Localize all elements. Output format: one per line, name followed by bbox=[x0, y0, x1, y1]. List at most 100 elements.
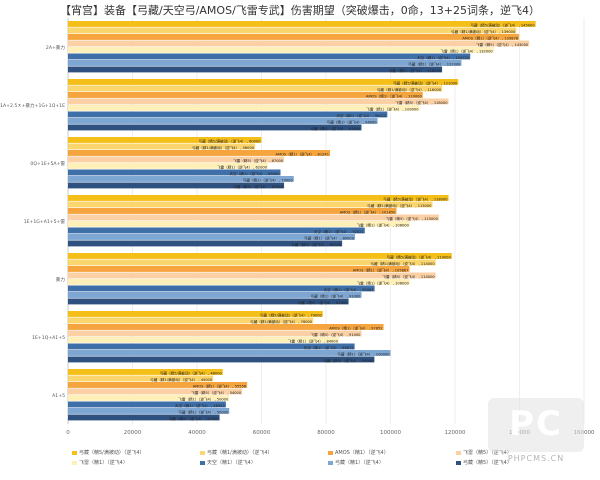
data-label: 弓藏（精5/满被动）（逆飞4） , 121000 bbox=[393, 80, 458, 85]
data-label: 弓藏（精1/满被动）（逆飞4） , 139000 bbox=[451, 29, 516, 34]
data-label: 飞雷（精1）（逆飞4） , 62000 bbox=[217, 164, 268, 169]
bar bbox=[68, 27, 517, 34]
legend-label: 弓藏（精1）（逆飞4） bbox=[335, 460, 384, 466]
bar bbox=[68, 266, 410, 272]
bar bbox=[68, 259, 436, 266]
data-label: 飞雷（精1）（逆飞4） , 84000 bbox=[288, 338, 339, 343]
bar bbox=[68, 163, 268, 169]
data-label: 弓藏（精1）（逆飞4） , 50000 bbox=[178, 409, 229, 414]
data-label: 飞雷（精5）（逆飞4） , 54000 bbox=[191, 390, 242, 395]
bar bbox=[68, 292, 362, 298]
legend-swatch bbox=[456, 460, 461, 465]
bar bbox=[68, 356, 375, 363]
data-label: 弓藏（精5）（逆飞4） , 47000 bbox=[169, 416, 220, 421]
watermark-logo bbox=[488, 398, 584, 452]
x-tick-label: 160000 bbox=[574, 430, 595, 436]
data-label: 弓藏（精1/满被动）（逆飞4） , 114000 bbox=[370, 261, 435, 266]
data-label: 弓藏（精5/满被动）（逆飞4） , 119000 bbox=[387, 254, 452, 259]
bar bbox=[68, 227, 365, 234]
bar bbox=[68, 34, 520, 40]
watermark-text: PHPCMS.CN bbox=[507, 454, 565, 463]
bar bbox=[68, 279, 410, 285]
legend-item: 弓藏（精5/满被动）（逆飞4） bbox=[72, 449, 200, 456]
data-label: AMOS（精1）（逆飞4） , 81241 bbox=[276, 151, 329, 156]
data-label: 弓藏（精1）（逆飞4） , 96000 bbox=[327, 119, 378, 124]
data-label: 弓藏（精1/满被动）（逆飞4） , 116000 bbox=[377, 87, 442, 92]
bar bbox=[68, 350, 391, 356]
data-label: 天空（精1）（逆飞4） , 65900 bbox=[230, 171, 281, 176]
data-label: AMOS（精1）（逆飞4） , 105887 bbox=[353, 267, 409, 272]
category-label: A1+5 bbox=[52, 393, 65, 399]
category-label: 0Q+1E+5A+雷 bbox=[30, 161, 65, 167]
bar bbox=[68, 53, 471, 60]
data-label: 弓藏（精1）（逆飞4） , 91000 bbox=[310, 293, 361, 298]
data-label: 弓藏（精1/满被动）（逆飞4） , 58000 bbox=[192, 145, 255, 150]
data-label: 弓藏（精1/满被动）（逆飞4） , 76000 bbox=[250, 319, 313, 324]
category-label: 1E+1Q+A1+5 bbox=[32, 335, 65, 341]
x-tick-label: 20000 bbox=[124, 430, 142, 436]
bar bbox=[68, 182, 285, 189]
data-label: AMOS（精1）（逆飞4） , 110000 bbox=[366, 93, 422, 98]
data-label: 弓藏（精1/满被动）（逆飞4） , 113000 bbox=[367, 203, 432, 208]
data-label: 飞雷（精5）（逆飞4） , 114000 bbox=[382, 274, 435, 279]
category-label: 暴力 bbox=[56, 276, 66, 283]
data-label: 飞雷（精5）（逆飞4） , 118000 bbox=[395, 100, 448, 105]
data-label: 弓藏（精5）（逆飞4） , 116000 bbox=[389, 68, 442, 73]
legend-label: AMOS（精1）（逆飞4） bbox=[335, 450, 389, 456]
bar bbox=[68, 176, 294, 182]
data-label: AMOS（精1）（逆飞4） , 139878 bbox=[462, 35, 518, 40]
data-label: 弓藏（精5）（逆飞4） , 87000 bbox=[298, 300, 349, 305]
bar bbox=[68, 150, 331, 156]
legend-label: 飞雷（精1）（逆飞4） bbox=[79, 460, 128, 466]
data-label: 飞雷（精5）（逆飞4） , 91000 bbox=[310, 332, 361, 337]
legend-label: 弓藏（精5/满被动）（逆飞4） bbox=[79, 450, 145, 456]
bar bbox=[68, 324, 384, 330]
bar bbox=[68, 382, 248, 388]
data-label: 弓藏（精5）（逆飞4） , 67000 bbox=[233, 184, 284, 189]
bar bbox=[68, 105, 420, 111]
data-label: 弓藏（精5）（逆飞4） , 85000 bbox=[291, 242, 342, 247]
bar bbox=[68, 156, 285, 163]
bar bbox=[68, 85, 443, 92]
data-label: 飞雷（精5）（逆飞4） , 67000 bbox=[233, 158, 284, 163]
legend-item: 飞雷（精1）（逆飞4） bbox=[72, 459, 200, 466]
bar bbox=[68, 137, 262, 143]
x-tick-label: 60000 bbox=[253, 430, 271, 436]
bar bbox=[68, 201, 433, 208]
bar bbox=[68, 330, 362, 337]
bar bbox=[68, 221, 410, 227]
data-label: 弓藏（精1）（逆飞4） , 89000 bbox=[304, 235, 355, 240]
bar bbox=[68, 408, 230, 414]
x-tick-label: 80000 bbox=[317, 430, 335, 436]
category-label: 1E+1G+A1+5+雷 bbox=[24, 219, 66, 225]
data-label: 飞雷（精1）（逆飞4） , 109000 bbox=[366, 106, 419, 111]
bar bbox=[68, 401, 226, 408]
legend-item: 天空（精1）（逆飞4） bbox=[200, 459, 328, 466]
bar bbox=[68, 388, 243, 395]
bar bbox=[68, 143, 256, 150]
legend-label: 飞雷（精5）（逆飞4） bbox=[463, 450, 512, 456]
data-label: 飞雷（精1）（逆飞4） , 106000 bbox=[357, 222, 410, 227]
x-tick-label: 0 bbox=[66, 430, 70, 436]
data-label: 弓藏（精5）（逆飞4） , 91000 bbox=[310, 126, 361, 131]
legend-swatch bbox=[328, 450, 333, 455]
legend-item: 弓藏（精5）（逆飞4） bbox=[456, 459, 584, 466]
legend-label: 天空（精1）（逆飞4） bbox=[207, 460, 256, 466]
data-label: 天空（精1）（逆飞4） , 48952 bbox=[175, 403, 225, 408]
legend-swatch bbox=[200, 450, 205, 455]
bar bbox=[68, 311, 323, 317]
bar bbox=[68, 234, 356, 240]
legend-swatch bbox=[72, 460, 77, 465]
legend-label: 弓藏（精5）（逆飞4） bbox=[463, 460, 512, 466]
legend-swatch bbox=[456, 450, 461, 455]
watermark-logo-letters: PC bbox=[509, 404, 563, 444]
bar bbox=[68, 169, 281, 176]
data-label: 弓藏（精5/满被动）（逆飞4） , 118000 bbox=[383, 196, 448, 201]
bar bbox=[68, 66, 443, 73]
data-label: AMOS（精1）（逆飞4） , 101850 bbox=[340, 209, 396, 214]
bar bbox=[68, 195, 449, 201]
data-label: 弓藏（精5/满被动）（逆飞4） , 60000 bbox=[199, 138, 262, 143]
data-label: 弓藏（精5/满被动）（逆飞4） , 145000 bbox=[470, 22, 535, 27]
category-label: 2A+暴力 bbox=[46, 44, 66, 51]
